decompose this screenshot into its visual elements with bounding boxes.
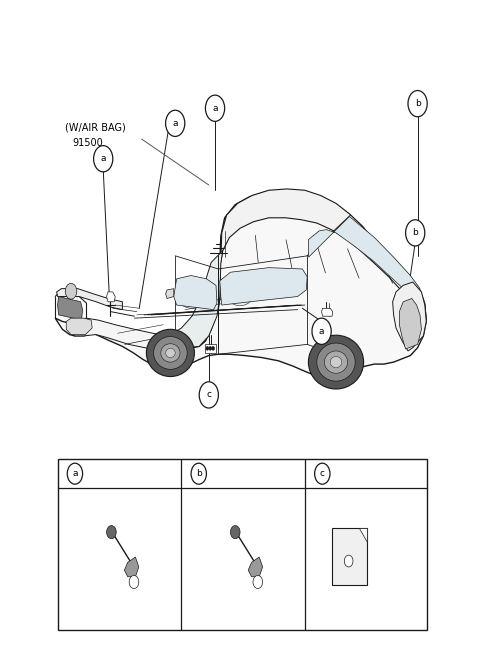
Polygon shape (248, 557, 263, 577)
Circle shape (312, 318, 331, 344)
Circle shape (199, 382, 218, 408)
Circle shape (129, 575, 139, 588)
Polygon shape (124, 557, 139, 577)
Text: c: c (206, 390, 211, 400)
Text: b: b (415, 99, 420, 108)
Text: 28181B: 28181B (340, 469, 375, 478)
Text: 91500: 91500 (72, 138, 103, 148)
Circle shape (107, 525, 116, 539)
Ellipse shape (317, 343, 355, 381)
Text: c: c (320, 469, 325, 478)
Circle shape (67, 463, 83, 484)
Circle shape (344, 555, 353, 567)
Text: a: a (319, 327, 324, 336)
Circle shape (314, 463, 330, 484)
Bar (332, 527, 367, 585)
Polygon shape (58, 297, 83, 320)
Ellipse shape (330, 356, 342, 367)
Text: b: b (412, 228, 418, 237)
Circle shape (209, 346, 212, 350)
Circle shape (253, 575, 263, 588)
Ellipse shape (161, 344, 180, 362)
Polygon shape (174, 276, 217, 310)
Polygon shape (393, 282, 426, 351)
Ellipse shape (154, 337, 187, 369)
Text: a: a (212, 104, 218, 113)
Circle shape (191, 463, 206, 484)
Circle shape (205, 95, 225, 121)
Circle shape (166, 110, 185, 136)
Polygon shape (57, 289, 122, 310)
Circle shape (406, 220, 425, 246)
Polygon shape (55, 190, 426, 377)
Circle shape (206, 346, 209, 350)
Polygon shape (220, 268, 307, 305)
Circle shape (230, 525, 240, 539)
Text: a: a (100, 154, 106, 163)
Ellipse shape (324, 351, 348, 373)
Text: b: b (196, 469, 202, 478)
Polygon shape (205, 344, 216, 353)
Text: a: a (172, 119, 178, 128)
Polygon shape (167, 251, 223, 349)
Text: 1141AE
1141AC: 1141AE 1141AC (66, 496, 101, 517)
Polygon shape (359, 527, 367, 542)
Circle shape (94, 146, 113, 172)
Circle shape (408, 91, 427, 117)
Polygon shape (66, 318, 92, 335)
Ellipse shape (179, 289, 205, 308)
Circle shape (65, 283, 77, 299)
Polygon shape (309, 216, 420, 297)
Polygon shape (399, 298, 421, 349)
Polygon shape (221, 189, 426, 320)
Ellipse shape (146, 329, 194, 377)
Circle shape (212, 346, 215, 350)
Text: 1141AE
1141AC: 1141AE 1141AC (189, 496, 224, 517)
Text: (W/AIR BAG): (W/AIR BAG) (65, 123, 126, 133)
Ellipse shape (308, 335, 364, 389)
Text: a: a (72, 469, 78, 478)
Polygon shape (322, 308, 333, 316)
Ellipse shape (166, 348, 175, 358)
Ellipse shape (228, 287, 252, 306)
Polygon shape (107, 292, 115, 302)
Polygon shape (166, 289, 174, 298)
Polygon shape (71, 318, 175, 349)
Bar (58, 459, 427, 630)
